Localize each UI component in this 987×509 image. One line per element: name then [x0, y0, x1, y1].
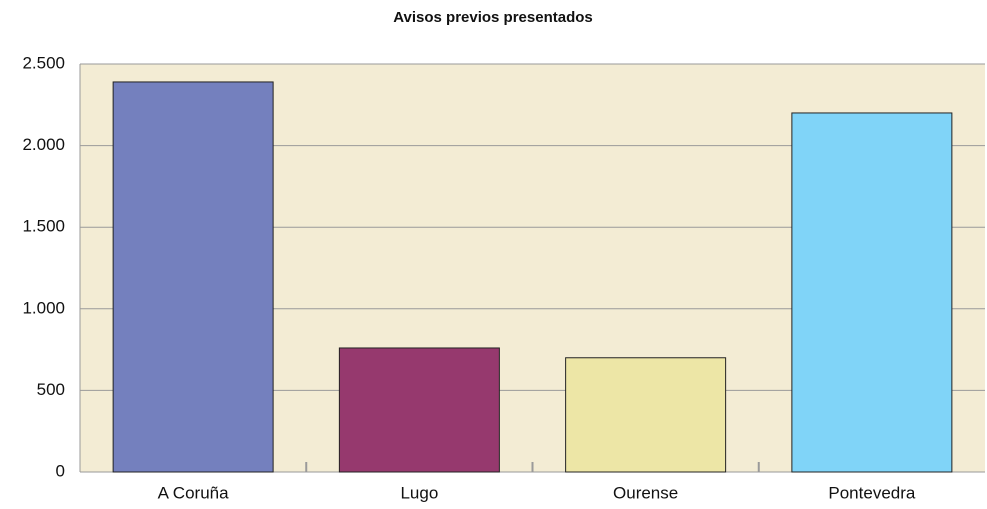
x-tick-label: Pontevedra	[828, 483, 915, 502]
y-tick-label: 0	[56, 461, 65, 480]
y-tick-label: 2.500	[22, 53, 65, 72]
x-tick-label: A Coruña	[158, 483, 229, 502]
chart-title: Avisos previos presentados	[393, 9, 593, 26]
y-tick-label: 2.000	[22, 135, 65, 154]
bar	[338, 347, 500, 473]
y-tick-label: 500	[37, 380, 65, 399]
y-tick-label: 1.500	[22, 217, 65, 236]
bar	[791, 112, 953, 473]
x-tick-label: Ourense	[613, 483, 678, 502]
x-tick-label: Lugo	[400, 483, 438, 502]
bar	[565, 357, 727, 473]
bar	[112, 81, 274, 473]
y-tick-label: 1.000	[22, 298, 65, 317]
